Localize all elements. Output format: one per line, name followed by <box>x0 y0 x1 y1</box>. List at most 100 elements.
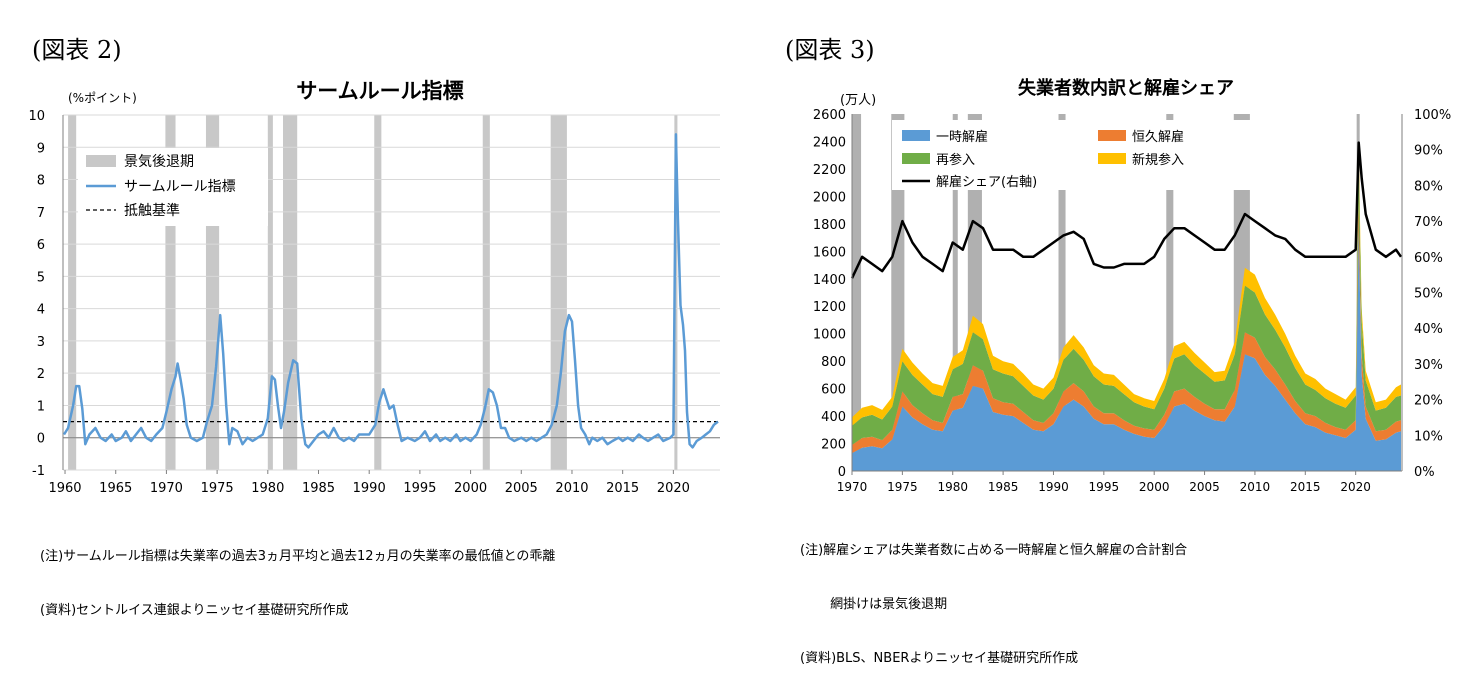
note-left: (注)サームルール指標は失業率の過去3ヵ月平均と過去12ヵ月の失業率の最低値との… <box>40 512 555 638</box>
y-tick-label: 0 <box>37 432 45 447</box>
recession-band <box>283 115 298 470</box>
y-tick-label: -1 <box>32 464 45 479</box>
y-tick-label: 2600 <box>813 108 846 123</box>
x-tick-label: 2020 <box>1340 480 1371 494</box>
area-恒久解雇 <box>852 203 1401 454</box>
x-tick-label: 2010 <box>555 481 588 496</box>
legend-swatch <box>1098 130 1126 141</box>
y-tick-label: 9 <box>37 141 45 156</box>
y-tick-label: 2400 <box>813 135 846 150</box>
area-新規参入 <box>852 149 1401 426</box>
chart-title: 失業者数内訳と解雇シェア <box>1018 77 1234 99</box>
y-tick-label: 2 <box>37 367 45 382</box>
y-tick-label: 2000 <box>813 190 846 205</box>
x-tick-label: 1970 <box>837 480 868 494</box>
y-axis-unit: (%ポイント) <box>68 91 137 105</box>
legend-label-recession: 景気後退期 <box>124 154 194 170</box>
y-tick-label: 6 <box>37 238 45 253</box>
y-tick-label: 1000 <box>813 328 846 343</box>
y-tick-label: 5 <box>37 270 45 285</box>
y2-tick-label: 70% <box>1414 215 1443 230</box>
y-tick-label: 0 <box>838 465 846 480</box>
x-tick-label: 1995 <box>1089 480 1120 494</box>
y2-tick-label: 0% <box>1414 465 1435 480</box>
y-tick-label: 2200 <box>813 163 846 178</box>
x-tick-label: 1995 <box>403 481 436 496</box>
x-tick-label: 2020 <box>657 481 690 496</box>
recession-band <box>165 115 176 470</box>
x-tick-label: 1985 <box>988 480 1019 494</box>
chart-title: サームルール指標 <box>296 79 463 103</box>
recession-band <box>550 115 567 470</box>
y-tick-label: 1400 <box>813 273 846 288</box>
recession-band <box>952 114 958 471</box>
y-tick-label: 600 <box>821 383 846 398</box>
legend-swatch-recession <box>86 155 116 167</box>
legend-label: 再参入 <box>936 152 975 168</box>
legend-label: 一時解雇 <box>936 129 988 145</box>
area-再参入 <box>852 162 1401 445</box>
x-tick-label: 2010 <box>1240 480 1271 494</box>
unemployment-breakdown-chart: 失業者数内訳と解雇シェア(万人)260024002200200018001600… <box>813 77 1451 494</box>
legend-box <box>892 120 1272 190</box>
layoff-share-line <box>850 141 1403 279</box>
y-tick-label: 1800 <box>813 218 846 233</box>
x-tick-label: 2015 <box>606 481 639 496</box>
legend-label-share: 解雇シェア(右軸) <box>936 174 1037 190</box>
x-tick-label: 1965 <box>99 481 132 496</box>
x-tick-label: 2000 <box>454 481 487 496</box>
y2-tick-label: 80% <box>1414 179 1443 194</box>
x-tick-label: 1970 <box>150 481 183 496</box>
x-tick-label: 1975 <box>887 480 918 494</box>
y2-tick-label: 40% <box>1414 322 1443 337</box>
legend-swatch <box>1098 153 1126 164</box>
x-tick-label: 2000 <box>1139 480 1170 494</box>
x-tick-label: 1960 <box>48 481 81 496</box>
legend-label-threshold: 抵触基準 <box>124 202 180 219</box>
y-tick-label: 400 <box>821 410 846 425</box>
panel-label-left: (図表 2) <box>32 36 122 64</box>
area-一時解雇 <box>852 230 1401 471</box>
x-tick-label: 1980 <box>937 480 968 494</box>
legend-label: 恒久解雇 <box>1132 129 1184 145</box>
y-tick-label: 10 <box>28 109 45 124</box>
sahm-rule-line <box>62 133 719 449</box>
note-right-line-3: (資料)BLS、NBERよりニッセイ基礎研究所作成 <box>800 651 1079 666</box>
x-tick-label: 1980 <box>251 481 284 496</box>
y-tick-label: 1 <box>37 399 45 414</box>
y-tick-label: 1200 <box>813 300 846 315</box>
note-right-line-1: (注)解雇シェアは失業者数に占める一時解雇と恒久解雇の合計割合 <box>800 543 1188 558</box>
recession-band <box>1058 114 1066 471</box>
panel-label-right: (図表 3) <box>785 36 875 64</box>
note-left-line-1: (注)サームルール指標は失業率の過去3ヵ月平均と過去12ヵ月の失業率の最低値との… <box>40 549 556 564</box>
y-tick-label: 3 <box>37 335 45 350</box>
y2-tick-label: 50% <box>1414 287 1443 302</box>
recession-band <box>1166 114 1174 471</box>
y-tick-label: 1600 <box>813 245 846 260</box>
x-tick-label: 1990 <box>1038 480 1069 494</box>
legend-swatch <box>902 153 930 164</box>
recession-band <box>267 115 273 470</box>
y2-tick-label: 10% <box>1414 429 1443 444</box>
legend-label-sahm: サームルール指標 <box>124 179 236 195</box>
x-tick-label: 2015 <box>1290 480 1321 494</box>
y-tick-label: 800 <box>821 355 846 370</box>
y2-tick-label: 30% <box>1414 358 1443 373</box>
y-tick-label: 4 <box>37 303 45 318</box>
y2-tick-label: 60% <box>1414 251 1443 266</box>
x-tick-label: 2005 <box>1189 480 1220 494</box>
x-tick-label: 2005 <box>505 481 538 496</box>
legend-swatch <box>902 130 930 141</box>
recession-band <box>374 115 382 470</box>
note-left-line-2: (資料)セントルイス連銀よりニッセイ基礎研究所作成 <box>40 603 349 618</box>
y-axis-unit: (万人) <box>840 93 876 108</box>
y2-tick-label: 90% <box>1414 144 1443 159</box>
legend-label: 新規参入 <box>1132 152 1184 168</box>
y2-tick-label: 20% <box>1414 394 1443 409</box>
y-tick-label: 200 <box>821 438 846 453</box>
y-tick-label: 7 <box>37 206 45 221</box>
recession-band <box>852 114 862 471</box>
